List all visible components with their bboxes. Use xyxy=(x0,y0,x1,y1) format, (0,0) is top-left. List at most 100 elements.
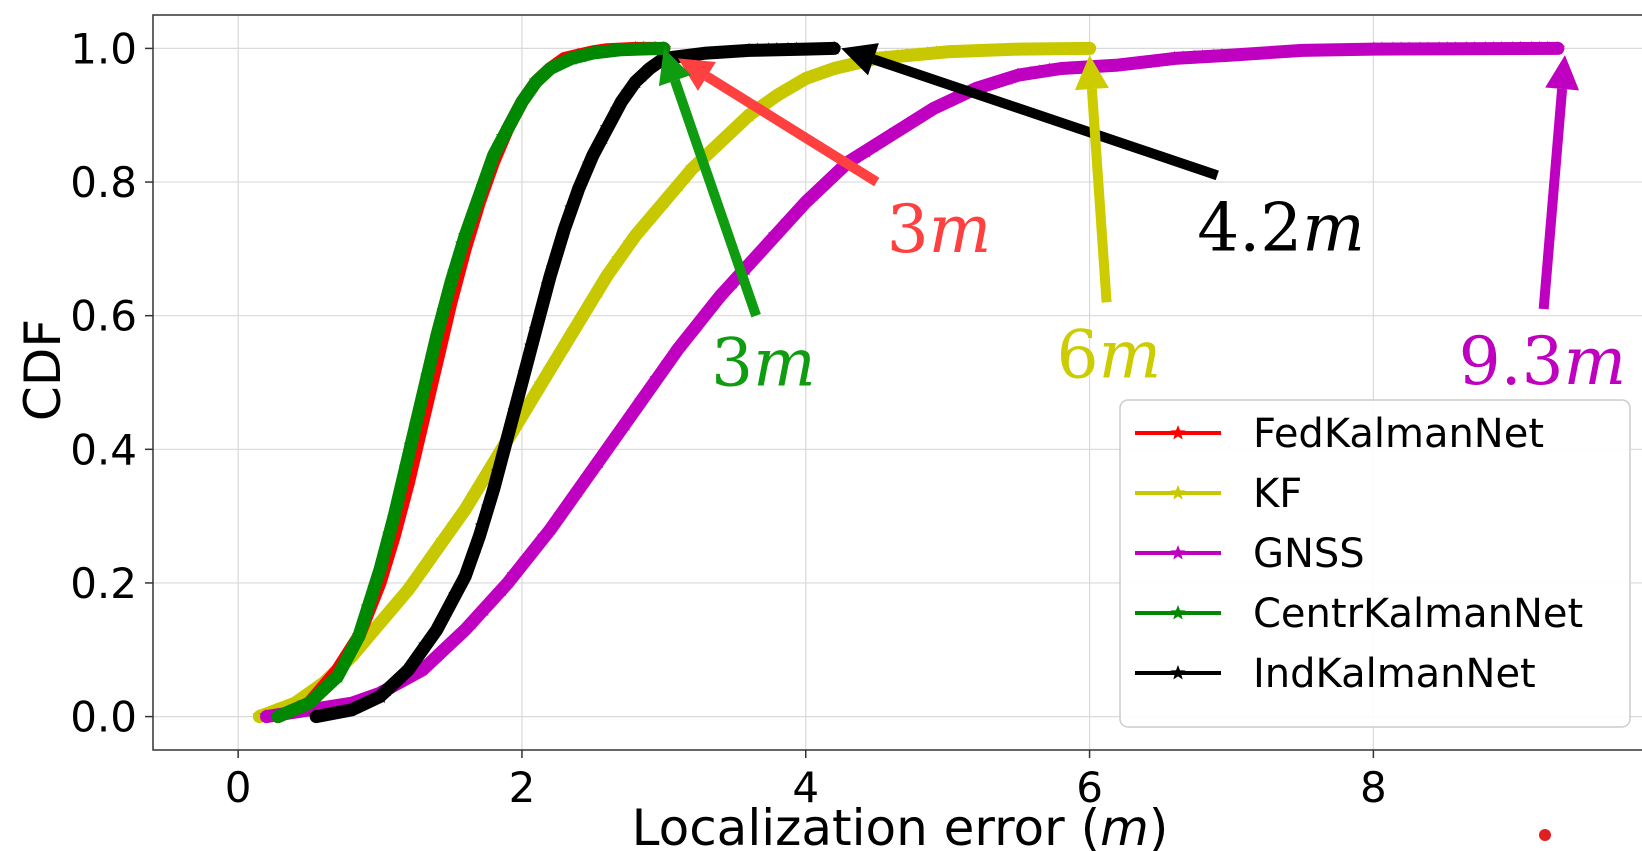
series-marker xyxy=(788,207,801,220)
series-marker xyxy=(356,619,370,631)
x-tick-label: 4 xyxy=(792,763,819,812)
series-marker xyxy=(460,503,473,515)
legend-entry-kf: KF xyxy=(1135,471,1302,517)
series-marker xyxy=(744,256,758,269)
series-marker xyxy=(612,426,626,439)
series-marker xyxy=(492,138,505,151)
series-marker xyxy=(453,246,466,259)
series-marker xyxy=(629,401,643,414)
annotation-arrow-head xyxy=(1545,55,1580,91)
series-marker xyxy=(817,42,830,54)
series-marker xyxy=(850,151,863,164)
legend-label: FedKalmanNet xyxy=(1253,411,1544,457)
series-marker xyxy=(358,609,371,622)
series-marker xyxy=(470,540,484,553)
series-marker xyxy=(828,168,841,181)
series-marker xyxy=(365,623,378,636)
series-marker xyxy=(403,438,416,450)
series-marker xyxy=(1235,47,1248,60)
series-marker xyxy=(408,418,422,430)
series-marker xyxy=(1023,43,1037,56)
series-marker xyxy=(473,479,487,492)
series-marker xyxy=(408,666,421,679)
series-marker xyxy=(637,42,650,55)
series-marker xyxy=(408,576,421,589)
series-marker xyxy=(596,278,609,290)
series-marker xyxy=(572,317,585,329)
series-marker xyxy=(1479,41,1492,53)
series-marker xyxy=(699,47,712,60)
series-marker xyxy=(412,408,426,420)
series-marker xyxy=(488,482,501,495)
series-marker xyxy=(839,60,852,73)
series-marker xyxy=(637,220,650,233)
series-marker xyxy=(516,96,529,109)
plot-frame xyxy=(152,14,1642,751)
series-marker xyxy=(563,331,576,344)
series-marker xyxy=(819,65,833,78)
x-tick-label: 0 xyxy=(225,763,252,812)
legend-marker xyxy=(1170,605,1186,620)
series-marker xyxy=(324,700,338,712)
series-marker xyxy=(1024,65,1037,78)
series-marker xyxy=(463,495,477,507)
series-marker xyxy=(649,203,662,216)
series-marker xyxy=(442,525,455,538)
series-marker xyxy=(418,379,432,392)
series-marker xyxy=(447,265,460,277)
annotation-arrow-head xyxy=(841,43,879,76)
series-marker xyxy=(530,384,543,397)
series-marker xyxy=(401,584,414,597)
series-marker xyxy=(522,348,536,360)
series-marker xyxy=(516,374,529,387)
series-marker xyxy=(711,47,724,59)
series-marker xyxy=(452,629,465,642)
series-marker xyxy=(980,79,993,92)
series-marker xyxy=(708,140,721,153)
series-marker xyxy=(1468,41,1481,53)
series-marker xyxy=(1002,43,1015,55)
series-marker xyxy=(437,643,451,655)
y-tick-label: 0.4 xyxy=(70,425,137,474)
series-marker xyxy=(501,122,514,134)
series-marker xyxy=(483,160,496,172)
series-marker xyxy=(533,377,546,389)
series-marker xyxy=(374,616,387,629)
series-marker xyxy=(308,690,322,702)
series-marker xyxy=(775,221,789,233)
series-marker xyxy=(434,347,447,359)
series-marker xyxy=(667,348,681,361)
series-marker xyxy=(1207,48,1220,61)
series-marker xyxy=(312,701,325,714)
annotation-unit: m xyxy=(1564,323,1627,400)
series-marker xyxy=(751,42,764,55)
series-marker xyxy=(556,232,570,245)
series-marker xyxy=(424,359,437,372)
series-marker xyxy=(762,42,775,54)
series-marker xyxy=(431,623,444,635)
series-end-marker xyxy=(1550,40,1565,55)
series-marker xyxy=(790,76,803,89)
series-marker xyxy=(1033,64,1047,76)
series-marker xyxy=(699,147,712,160)
y-tick-label: 0.2 xyxy=(70,559,137,608)
series-marker xyxy=(1325,44,1338,57)
series-marker xyxy=(1367,41,1381,54)
series-marker xyxy=(1157,54,1171,66)
legend-entry-centrkalmannet: CentrKalmanNet xyxy=(1135,591,1583,637)
series-marker xyxy=(790,41,803,54)
series-marker xyxy=(549,354,562,367)
annotation-arrow-shaft xyxy=(1086,88,1112,303)
series-marker xyxy=(413,646,426,658)
series-marker xyxy=(536,529,550,542)
series-marker xyxy=(608,434,621,446)
series-marker xyxy=(733,45,746,58)
series-marker xyxy=(645,379,658,391)
series-marker xyxy=(337,703,351,716)
series-marker xyxy=(1265,45,1278,58)
y-tick-label: 1.0 xyxy=(70,24,137,73)
series-marker xyxy=(454,509,467,522)
series-marker xyxy=(447,517,460,530)
series-marker xyxy=(495,456,508,468)
